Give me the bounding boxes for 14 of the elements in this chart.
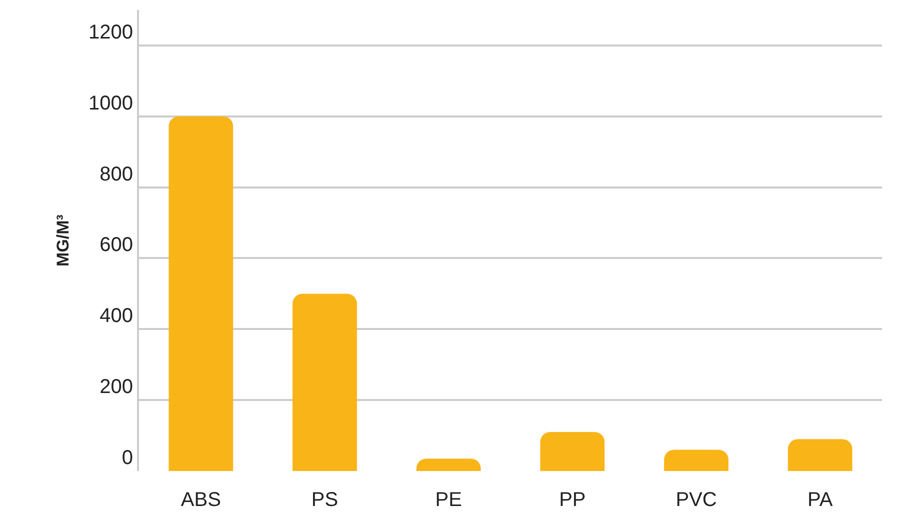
x-tick-label: PP: [559, 489, 586, 511]
y-tick-label: 200: [100, 376, 133, 398]
y-tick-label: 600: [100, 234, 133, 256]
x-tick-label: PA: [807, 489, 834, 511]
y-tick-label: 400: [100, 305, 133, 328]
x-tick-label: PS: [311, 489, 338, 511]
y-tick-label: 800: [100, 163, 133, 186]
x-tick-label: ABS: [180, 489, 221, 511]
x-tick-label: PE: [435, 489, 462, 511]
y-axis-title: MG/M³: [54, 214, 73, 266]
y-tick-label: 1200: [88, 21, 133, 44]
x-tick-label: PVC: [676, 489, 717, 511]
y-tick-label: 1000: [88, 92, 133, 114]
y-tick-label: 0: [122, 447, 133, 469]
